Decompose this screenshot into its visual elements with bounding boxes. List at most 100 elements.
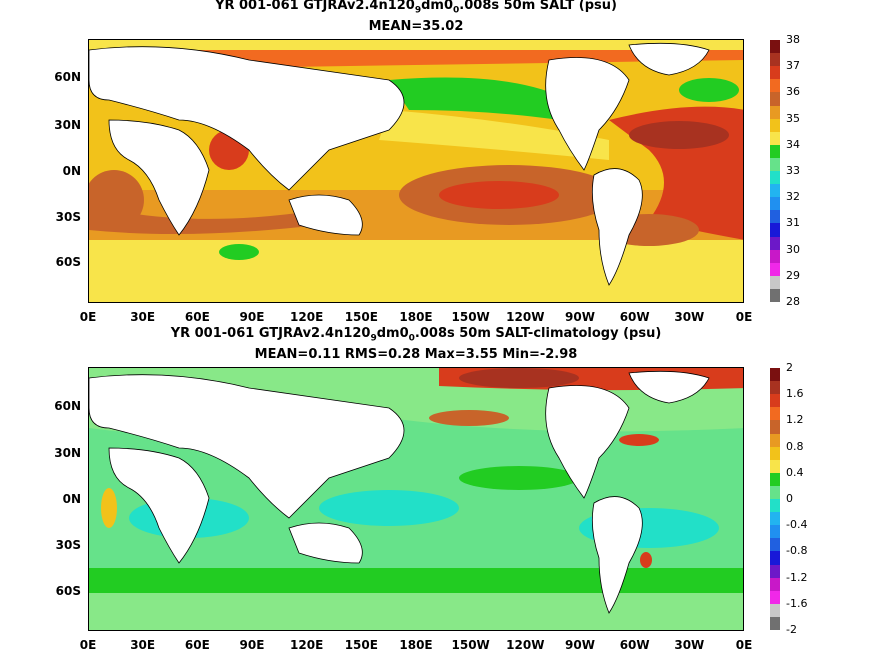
bottom-colorbar-label: 0 (786, 492, 793, 505)
bottom-xtick: 0E (735, 638, 753, 652)
top-xtick: 60E (184, 310, 210, 324)
bottom-colorbar-label: 1.6 (786, 387, 804, 401)
bottom-colorbar-label: 0.8 (786, 439, 804, 453)
top-colorbar-segment (770, 118, 780, 133)
bottom-map (88, 367, 744, 631)
bottom-ytick-60s: 60S (55, 584, 81, 598)
bottom-xtick: 60W (619, 638, 650, 652)
top-title-sub1: 9 (414, 5, 422, 16)
top-colorbar-label: 36 (786, 85, 800, 99)
bottom-colorbar-label: -0.8 (786, 544, 808, 558)
bottom-colorbar-segment (770, 446, 780, 461)
bottom-colorbar-segment (770, 407, 780, 421)
bottom-colorbar-segment (770, 590, 780, 605)
bottom-ytick-30n: 30N (54, 446, 81, 460)
bottom-colorbar (770, 368, 780, 631)
top-ytick-30s: 30S (55, 210, 81, 224)
bottom-ytick-30s: 30S (55, 538, 81, 552)
top-colorbar-segment (770, 79, 780, 93)
bottom-colorbar-segment (770, 368, 780, 382)
top-ytick-0n: 0N (62, 164, 81, 178)
top-colorbar-segment (770, 105, 780, 120)
top-colorbar-segment (770, 92, 780, 106)
top-title-part2: dm0 (421, 0, 454, 13)
bottom-colorbar-segment (770, 472, 780, 487)
bottom-title-sub2: 0 (408, 333, 415, 344)
top-xtick: 60W (619, 310, 650, 324)
bottom-xtick: 30E (130, 638, 156, 652)
top-map-graphic (89, 40, 743, 302)
top-colorbar-label: 29 (786, 268, 800, 282)
bottom-title-part2: dm0 (376, 326, 409, 341)
bottom-xtick: 60E (184, 638, 210, 652)
top-colorbar-segment (770, 53, 780, 67)
bottom-colorbar-segment (770, 616, 780, 631)
bottom-colorbar-segment (770, 394, 780, 408)
top-colorbar-label: 34 (786, 137, 800, 151)
top-colorbar-label: 35 (786, 111, 800, 125)
bottom-colorbar-segment (770, 485, 780, 500)
top-colorbar-label: 31 (786, 216, 800, 230)
bottom-colorbar-segment (770, 499, 780, 513)
bottom-colorbar-label: -1.2 (786, 570, 808, 584)
bottom-colorbar-label: 0.4 (786, 465, 804, 479)
bottom-colorbar-segment (770, 525, 780, 539)
top-colorbar-label: 30 (786, 242, 800, 256)
top-panel-subtitle: MEAN=35.02 (368, 19, 464, 34)
top-colorbar-segment (770, 262, 780, 277)
bottom-xtick: 120E (290, 638, 324, 652)
bottom-map-graphic (89, 368, 743, 630)
top-xtick: 0E (79, 310, 97, 324)
top-xtick: 0E (735, 310, 753, 324)
bottom-colorbar-segment (770, 420, 780, 434)
top-colorbar-label: 38 (786, 33, 800, 46)
top-xtick: 120W (506, 310, 545, 324)
bottom-panel-title: YR 001-061 GTJRAv2.4n1209dm00.008s 50m S… (88, 326, 744, 344)
bottom-colorbar-label: -1.6 (786, 596, 808, 610)
top-xtick: 150E (344, 310, 378, 324)
top-colorbar-segment (770, 249, 780, 264)
top-xtick: 30E (130, 310, 156, 324)
top-ytick-60s: 60S (55, 255, 81, 269)
top-colorbar-segment (770, 131, 780, 146)
top-colorbar-segment (770, 157, 780, 172)
bottom-colorbar-segment (770, 603, 780, 618)
bottom-xtick: 90E (239, 638, 265, 652)
bottom-colorbar-label: 2 (786, 361, 793, 374)
top-colorbar-label: 32 (786, 190, 800, 204)
top-title-sub2: 0 (453, 5, 460, 16)
bottom-xtick: 120W (506, 638, 545, 652)
top-colorbar-segment (770, 184, 780, 198)
top-map (88, 39, 744, 303)
top-xtick: 90E (239, 310, 265, 324)
bottom-colorbar-segment (770, 512, 780, 526)
top-colorbar (770, 40, 780, 303)
top-colorbar-segment (770, 223, 780, 237)
top-colorbar-segment (770, 236, 780, 251)
bottom-xtick: 180E (399, 638, 433, 652)
top-xtick: 150W (451, 310, 490, 324)
bottom-ytick-0n: 0N (62, 492, 81, 506)
top-xtick: 180E (399, 310, 433, 324)
top-title-part3: .008s 50m SALT (psu) (459, 0, 617, 13)
bottom-xtick: 150E (344, 638, 378, 652)
bottom-title-part3: .008s 50m SALT-climatology (psu) (414, 326, 662, 341)
bottom-colorbar-segment (770, 564, 780, 579)
bottom-colorbar-segment (770, 538, 780, 552)
top-colorbar-label: 37 (786, 59, 800, 73)
top-colorbar-segment (770, 288, 780, 303)
bottom-colorbar-label: -2 (786, 623, 797, 636)
top-colorbar-segment (770, 171, 780, 185)
bottom-colorbar-segment (770, 381, 780, 395)
bottom-xtick: 90W (565, 638, 595, 652)
top-colorbar-segment (770, 197, 780, 211)
top-ytick-30n: 30N (54, 118, 81, 132)
bottom-colorbar-segment (770, 577, 780, 592)
bottom-colorbar-label: -0.4 (786, 518, 808, 532)
top-ytick-60n: 60N (54, 70, 81, 84)
bottom-colorbar-label: 1.2 (786, 413, 804, 427)
bottom-xtick: 30W (674, 638, 705, 652)
bottom-xtick: 150W (451, 638, 490, 652)
bottom-ytick-60n: 60N (54, 399, 81, 413)
top-xtick: 120E (290, 310, 324, 324)
